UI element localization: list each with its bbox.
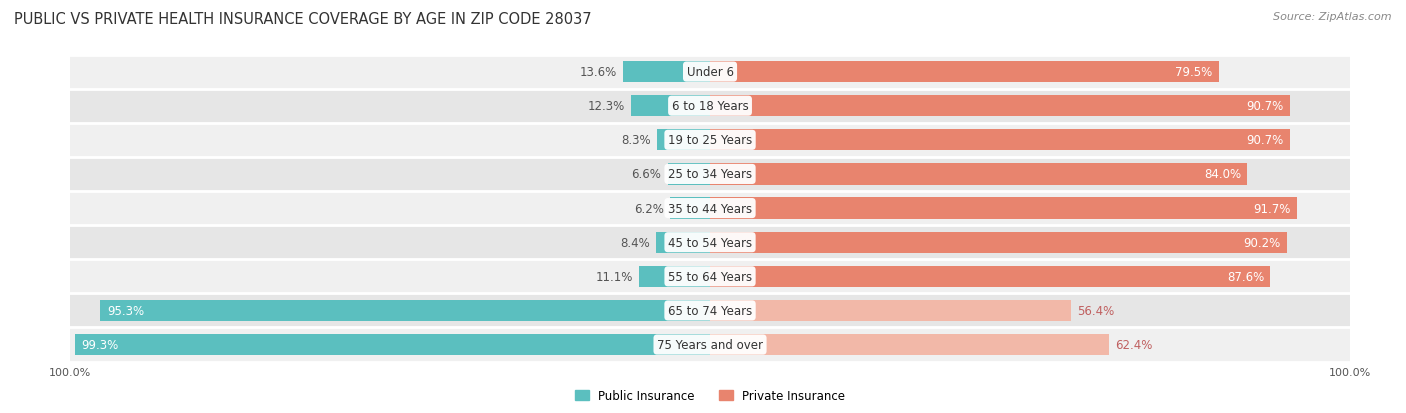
Bar xyxy=(70,328,1350,362)
Text: 6 to 18 Years: 6 to 18 Years xyxy=(672,100,748,113)
Bar xyxy=(657,232,710,253)
Bar xyxy=(623,62,710,83)
Text: 25 to 34 Years: 25 to 34 Years xyxy=(668,168,752,181)
Bar xyxy=(70,157,1350,192)
Bar xyxy=(70,192,1350,225)
Text: 11.1%: 11.1% xyxy=(595,270,633,283)
Text: 99.3%: 99.3% xyxy=(82,338,118,351)
Bar xyxy=(70,123,1350,157)
Text: 35 to 44 Years: 35 to 44 Years xyxy=(668,202,752,215)
Bar xyxy=(710,164,1247,185)
Bar xyxy=(710,62,1219,83)
Text: 95.3%: 95.3% xyxy=(107,304,143,317)
Bar xyxy=(710,334,1109,355)
Bar xyxy=(710,130,1291,151)
Bar xyxy=(75,334,710,355)
Bar xyxy=(710,232,1286,253)
Text: Source: ZipAtlas.com: Source: ZipAtlas.com xyxy=(1274,12,1392,22)
Text: 8.3%: 8.3% xyxy=(621,134,651,147)
Bar xyxy=(100,300,710,321)
Text: 90.7%: 90.7% xyxy=(1247,100,1284,113)
Bar xyxy=(70,55,1350,90)
Bar xyxy=(70,90,1350,123)
Text: PUBLIC VS PRIVATE HEALTH INSURANCE COVERAGE BY AGE IN ZIP CODE 28037: PUBLIC VS PRIVATE HEALTH INSURANCE COVER… xyxy=(14,12,592,27)
Bar xyxy=(710,198,1296,219)
Text: 45 to 54 Years: 45 to 54 Years xyxy=(668,236,752,249)
Bar xyxy=(710,96,1291,117)
Bar xyxy=(70,225,1350,260)
Text: 6.6%: 6.6% xyxy=(631,168,661,181)
Bar xyxy=(710,300,1071,321)
Text: 56.4%: 56.4% xyxy=(1077,304,1115,317)
Bar xyxy=(671,198,710,219)
Text: 65 to 74 Years: 65 to 74 Years xyxy=(668,304,752,317)
Bar xyxy=(657,130,710,151)
Text: 91.7%: 91.7% xyxy=(1253,202,1291,215)
Text: 90.2%: 90.2% xyxy=(1243,236,1281,249)
Bar xyxy=(631,96,710,117)
Text: 55 to 64 Years: 55 to 64 Years xyxy=(668,270,752,283)
Text: 87.6%: 87.6% xyxy=(1227,270,1264,283)
Bar xyxy=(668,164,710,185)
Text: 62.4%: 62.4% xyxy=(1115,338,1153,351)
Text: 79.5%: 79.5% xyxy=(1175,66,1212,79)
Text: Under 6: Under 6 xyxy=(686,66,734,79)
Bar xyxy=(638,266,710,287)
Text: 75 Years and over: 75 Years and over xyxy=(657,338,763,351)
Text: 90.7%: 90.7% xyxy=(1247,134,1284,147)
Legend: Public Insurance, Private Insurance: Public Insurance, Private Insurance xyxy=(571,385,849,407)
Text: 8.4%: 8.4% xyxy=(620,236,650,249)
Text: 19 to 25 Years: 19 to 25 Years xyxy=(668,134,752,147)
Bar xyxy=(70,294,1350,328)
Text: 6.2%: 6.2% xyxy=(634,202,664,215)
Bar xyxy=(710,266,1271,287)
Bar xyxy=(70,260,1350,294)
Text: 84.0%: 84.0% xyxy=(1204,168,1241,181)
Text: 13.6%: 13.6% xyxy=(579,66,617,79)
Text: 12.3%: 12.3% xyxy=(588,100,624,113)
